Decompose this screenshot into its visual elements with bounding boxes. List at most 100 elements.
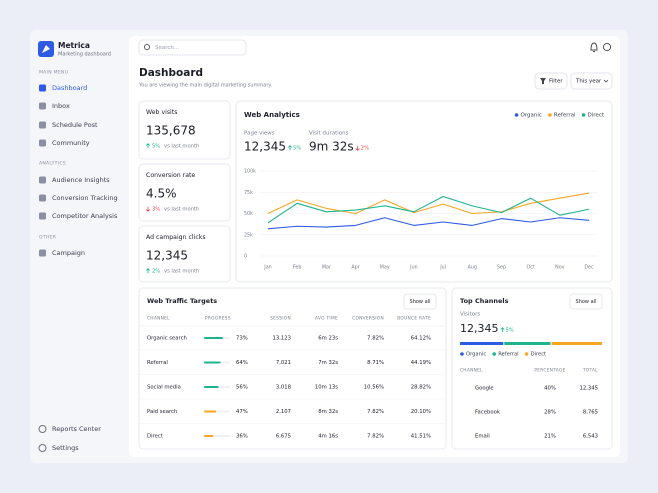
legend-label: Referral (498, 352, 518, 358)
table-cell: 10m 13s (315, 385, 338, 391)
menu-item[interactable]: Competitor Analysis (52, 212, 118, 220)
table-cell: 3,018 (276, 385, 292, 391)
kpi-card (138, 100, 231, 160)
traffic-card (138, 287, 447, 450)
x-tick-label: Jul (439, 265, 446, 271)
legend-label: Organic (466, 352, 486, 358)
x-tick-label: Apr (351, 265, 359, 271)
menu-item[interactable]: Schedule Post (52, 121, 98, 129)
column-header: TOTAL (582, 368, 598, 374)
table-cell: 20.10% (411, 409, 431, 415)
help-icon[interactable] (602, 42, 612, 52)
y-tick-label: 75k (244, 190, 253, 196)
table-cell: 8.71% (367, 360, 384, 366)
progress-label: 36% (236, 434, 248, 440)
table-cell: 6,543 (583, 434, 598, 440)
table-cell: 7.82% (367, 409, 384, 415)
y-tick-label: 0 (244, 254, 247, 260)
table-cell: 7.82% (367, 336, 384, 342)
period-label: This year (575, 79, 602, 85)
menu-item[interactable]: Reports Center (52, 425, 101, 433)
progress-bar (204, 386, 219, 388)
legend-swatch (514, 113, 519, 117)
bell-icon[interactable] (590, 42, 598, 52)
table-cell: Google (475, 386, 494, 392)
y-tick-label: 50k (244, 211, 253, 217)
show-all-button[interactable] (569, 293, 603, 310)
series-line (267, 195, 590, 224)
card-title: Web Analytics (244, 111, 300, 119)
search-placeholder: Search... (155, 45, 179, 51)
menu-icon (39, 212, 46, 220)
card-title: Top Channels (460, 297, 509, 305)
x-tick-label: Jan (263, 265, 271, 271)
period-dropdown[interactable] (570, 72, 613, 90)
channels-card (451, 287, 613, 450)
menu-icon (38, 444, 47, 452)
table-cell: 2,107 (276, 409, 291, 415)
column-header: PERCENTAGE (534, 368, 565, 374)
kpi-value: 12,345 (146, 249, 188, 263)
trend-arrow (500, 327, 505, 333)
table-cell: 6,675 (276, 434, 291, 440)
menu-icon (39, 102, 46, 110)
x-tick-label: Feb (293, 265, 302, 271)
analytics-card (235, 100, 613, 283)
series-line (267, 217, 590, 230)
menu-icon (39, 121, 46, 129)
legend-swatch (548, 113, 552, 117)
menu-item[interactable]: Dashboard (52, 84, 87, 92)
column-header: SESSION (270, 316, 291, 322)
filter-button[interactable] (534, 72, 568, 90)
x-tick-label: Mar (322, 265, 331, 271)
table-cell: 10.56% (364, 385, 384, 391)
x-tick-label: Sep (497, 265, 506, 271)
metric-label: Visit durations (309, 131, 349, 137)
visitors-change: 5% (506, 328, 514, 334)
search-icon (143, 43, 151, 51)
kpi-value: 4.5% (146, 187, 177, 201)
brand: Metrica (58, 41, 90, 50)
table-cell: 8,765 (583, 410, 598, 416)
legend-swatch (460, 352, 464, 356)
kpi-note: vs last month (164, 269, 199, 275)
share-segment (460, 342, 504, 345)
show-all-label: Show all (410, 299, 431, 305)
filter-icon (540, 78, 546, 84)
table-cell: Email (475, 434, 490, 440)
card-title: Web Traffic Targets (147, 297, 217, 305)
column-header: CHANNEL (460, 368, 483, 374)
legend-label: Referral (554, 113, 576, 119)
column-header: CHANNEL (147, 316, 170, 322)
menu-item[interactable]: Campaign (52, 249, 85, 257)
kpi-card (138, 225, 231, 283)
table-cell: 7.82% (367, 434, 384, 440)
x-tick-label: Nov (555, 265, 565, 271)
menu-item[interactable]: Audience Insights (52, 176, 110, 184)
menu-item[interactable]: Community (52, 139, 90, 147)
menu-item[interactable]: Conversion Tracking (52, 194, 118, 202)
show-all-button[interactable] (403, 293, 437, 310)
show-all-label: Show all (576, 299, 597, 305)
kpi-label: Conversion rate (146, 172, 195, 179)
table-cell: 40% (544, 386, 556, 392)
kpi-note: vs last month (164, 144, 199, 150)
table-cell: Direct (147, 434, 163, 440)
legend-label: Direct (531, 352, 547, 358)
progress-label: 56% (236, 385, 248, 391)
legend-label: Organic (521, 113, 542, 119)
table-cell: 4m 16s (318, 434, 338, 440)
search-box[interactable] (138, 39, 247, 56)
legend-label: Direct (588, 113, 605, 119)
table-cell: Social media (147, 385, 181, 391)
visitors-label: Visitors (460, 312, 480, 318)
menu-section-title: MAIN MENU (39, 70, 68, 76)
menu-item[interactable]: Inbox (52, 102, 70, 110)
metric-value: 12,345 (244, 140, 286, 154)
trend-arrow (287, 145, 293, 151)
x-tick-label: Jun (409, 265, 418, 271)
menu-section-title: ANALYTICS (39, 161, 66, 167)
legend-swatch (492, 352, 496, 356)
menu-item[interactable]: Settings (52, 444, 79, 452)
